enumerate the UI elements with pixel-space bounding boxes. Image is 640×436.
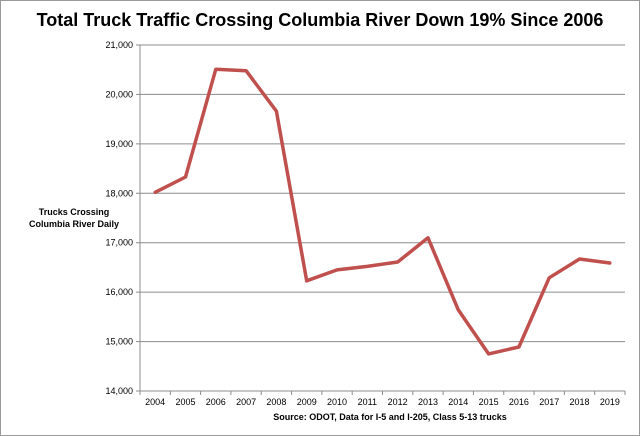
x-tick-label-2011: 2011 [358,397,377,407]
series-line-0 [153,67,612,356]
x-tick-label-2014: 2014 [448,397,468,407]
x-tick-label-2004: 2004 [145,397,165,407]
x-tick-label-2019: 2019 [600,397,620,407]
x-tick-label-2007: 2007 [236,397,256,407]
x-tick-label-2012: 2012 [388,397,408,407]
y-tick-label-14000: 14,000 [105,386,133,396]
x-tick-label-2006: 2006 [206,397,226,407]
x-tick-label-2013: 2013 [418,397,438,407]
x-tick-label-2018: 2018 [570,397,590,407]
chart-title: Total Truck Traffic Crossing Columbia Ri… [36,10,604,30]
y-tick-label-18000: 18,000 [105,188,133,198]
x-tick-label-2017: 2017 [539,397,559,407]
x-tick-label-2009: 2009 [297,397,317,407]
y-tick-label-20000: 20,000 [105,89,133,99]
x-tick-label-2008: 2008 [266,397,286,407]
y-tick-label-21000: 21,000 [105,40,133,50]
x-tick-label-2015: 2015 [479,397,499,407]
x-tick-label-2005: 2005 [175,397,195,407]
x-tick-label-2010: 2010 [327,397,347,407]
y-tick-label-15000: 15,000 [105,337,133,347]
y-axis-label: Trucks Crossing Columbia River Daily [28,207,120,229]
source-note: Source: ODOT, Data for I-5 and I-205, Cl… [273,412,507,422]
y-tick-label-17000: 17,000 [105,238,133,248]
y-tick-label-16000: 16,000 [105,287,133,297]
x-tick-label-2016: 2016 [509,397,529,407]
y-tick-label-19000: 19,000 [105,139,133,149]
